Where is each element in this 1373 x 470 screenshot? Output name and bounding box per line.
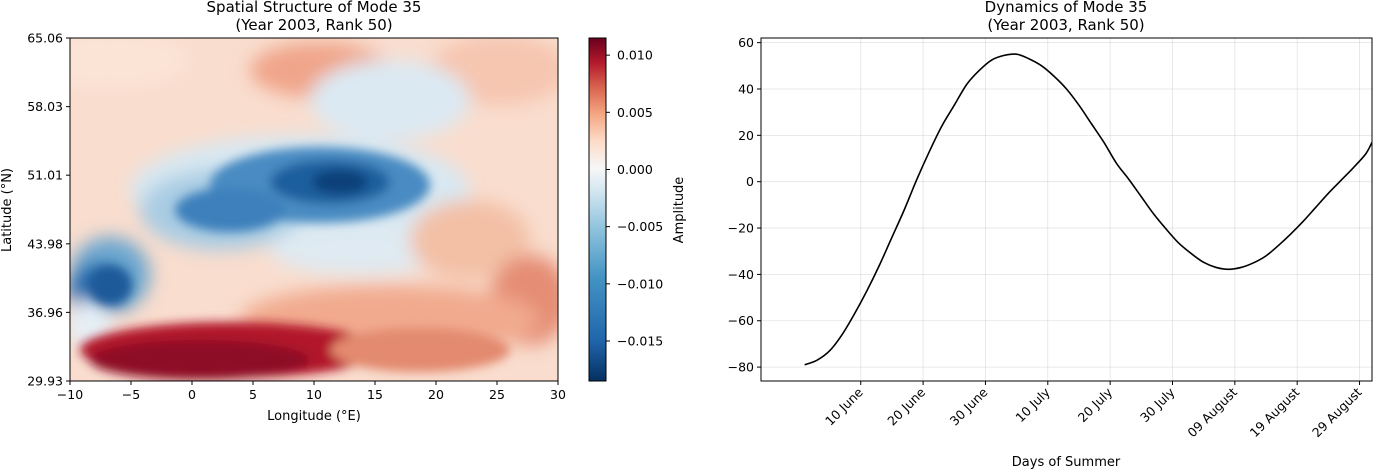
line-x-tick-label: 29 August [1309, 384, 1365, 440]
line-plot-frame [760, 37, 1373, 382]
line-x-ticks: 10 June 20 June 30 June 10 July 20 July 30 Ju… [822, 381, 1365, 440]
line-x-label: Days of Summer [1012, 455, 1121, 470]
line-x-tick-label: 30 July [1137, 384, 1178, 425]
heatmap-x-tick-label: 0 [188, 387, 196, 402]
heatmap-y-tick-label: 51.01 [27, 168, 63, 183]
heatmap-x-tick-label: 10 [306, 387, 322, 402]
line-x-tick-label: 10 June [822, 384, 866, 428]
colorbar-tick-label: 0.000 [617, 162, 653, 177]
line-x-tick-label: 09 August [1184, 384, 1240, 440]
colorbar-tick-label: 0.010 [617, 48, 653, 63]
heatmap-x-ticks: −10 −5 0 5 10 15 20 25 30 [57, 381, 566, 402]
colorbar: −0.015 −0.010 −0.005 0.000 0.005 0.010 Amplit… [588, 37, 687, 382]
heatmap-x-tick-label: −5 [122, 387, 140, 402]
heatmap-x-label: Longitude (°E) [267, 409, 361, 424]
line-y-tick-label: −20 [728, 221, 754, 236]
line-y-tick-label: 40 [738, 81, 754, 96]
line-y-tick-label: 20 [738, 128, 754, 143]
line-y-ticks: −80 −60 −40 −20 0 20 40 60 [728, 35, 761, 375]
line-x-tick-label: 19 August [1247, 384, 1303, 440]
heatmap-y-tick-label: 43.98 [27, 236, 63, 251]
heatmap-y-tick-label: 36.96 [27, 305, 63, 320]
colorbar-ticks: −0.015 −0.010 −0.005 0.000 0.005 0.010 [606, 48, 663, 348]
line-x-tick-label: 20 July [1075, 384, 1116, 425]
dynamics-series-line [804, 53, 1372, 366]
colorbar-label: Amplitude [672, 177, 687, 244]
heatmap-x-tick-label: 15 [367, 387, 383, 402]
colorbar-tick-label: 0.005 [617, 105, 653, 120]
dynamics-panel: Dynamics of Mode 35 (Year 2003, Rank 50)… [728, 0, 1373, 470]
heatmap-x-tick-label: 5 [249, 387, 257, 402]
colorbar-tick-label: −0.010 [617, 276, 663, 291]
colorbar-tick-label: −0.015 [617, 333, 663, 348]
heatmap-y-label: Latitude (°N) [0, 168, 15, 252]
spatial-title-line1: Spatial Structure of Mode 35 [207, 0, 422, 16]
heatmap-y-tick-label: 58.03 [27, 99, 63, 114]
dynamics-title-line2: (Year 2003, Rank 50) [987, 16, 1144, 34]
heatmap-x-tick-label: 30 [550, 387, 566, 402]
line-x-tick-label: 20 June [884, 384, 928, 428]
heatmap-field [70, 38, 558, 381]
dynamics-title-line1: Dynamics of Mode 35 [985, 0, 1148, 16]
heatmap-y-tick-label: 65.06 [27, 31, 63, 46]
line-plot-area [761, 38, 1372, 381]
line-y-tick-label: −80 [728, 360, 754, 375]
heatmap-x-tick-label: −10 [57, 387, 83, 402]
spatial-panel: Spatial Structure of Mode 35 (Year 2003,… [0, 0, 687, 424]
line-x-tick-label: 10 July [1012, 384, 1053, 425]
heatmap-y-tick-label: 29.93 [27, 374, 63, 389]
line-y-tick-label: 0 [746, 174, 754, 189]
line-gridlines [761, 38, 1372, 381]
line-y-tick-label: −60 [728, 313, 754, 328]
line-y-tick-label: 60 [738, 35, 754, 50]
spatial-title-line2: (Year 2003, Rank 50) [235, 16, 392, 34]
heatmap-x-tick-label: 20 [428, 387, 444, 402]
heatmap-x-tick-label: 25 [489, 387, 505, 402]
line-x-tick-label: 30 June [947, 384, 991, 428]
line-y-tick-label: −40 [728, 267, 754, 282]
colorbar-tick-label: −0.005 [617, 219, 663, 234]
heatmap-y-ticks: 29.93 36.96 43.98 51.01 58.03 65.06 [27, 31, 70, 389]
colorbar-gradient [588, 37, 607, 382]
